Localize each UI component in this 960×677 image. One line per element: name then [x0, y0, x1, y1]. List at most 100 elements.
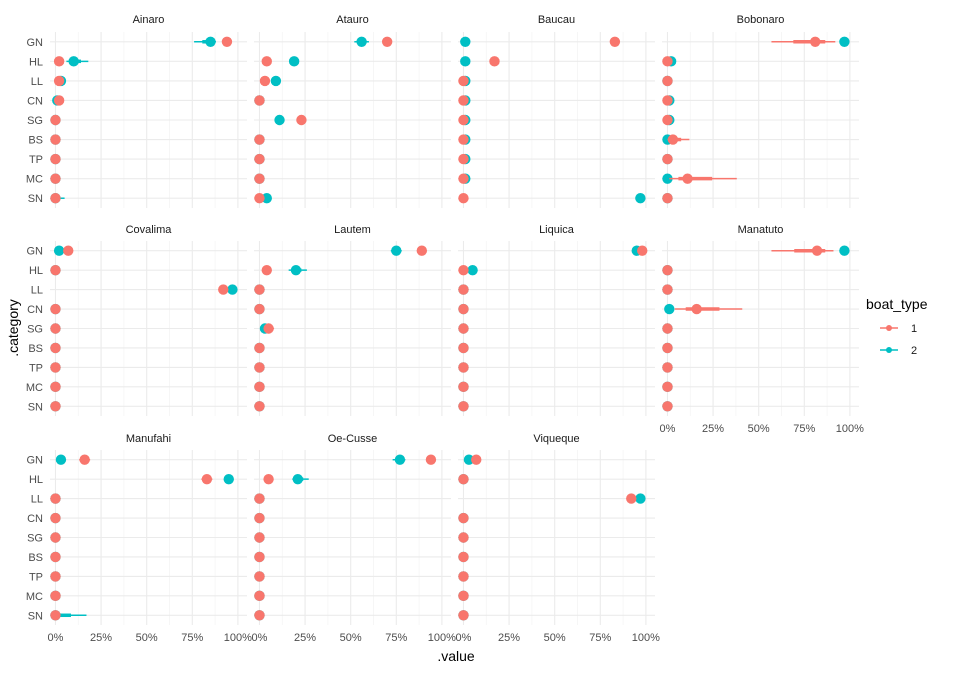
data-point	[381, 36, 393, 47]
y-tick-label: MC	[26, 382, 43, 394]
panel-title: Bobonaro	[737, 14, 785, 26]
data-point	[270, 75, 282, 87]
data-point	[458, 473, 469, 485]
data-point	[50, 153, 61, 165]
data-point	[810, 36, 821, 47]
panel-manatuto: Manatuto 0% 25% 50% 75% 100%	[660, 224, 865, 435]
data-point	[50, 512, 61, 524]
data-point	[292, 473, 303, 485]
panel-title: Lautem	[334, 224, 371, 236]
data-point	[50, 114, 61, 126]
legend-title: boat_type	[866, 296, 928, 312]
y-tick-label: SG	[27, 324, 43, 336]
data-point	[682, 173, 693, 184]
data-point	[254, 610, 265, 621]
series-1	[254, 454, 437, 621]
x-tick-label: 50%	[748, 423, 770, 435]
data-point	[458, 362, 469, 373]
series-1	[254, 36, 393, 204]
data-point	[288, 56, 300, 67]
data-point	[662, 75, 673, 87]
x-tick-label: 100%	[224, 632, 252, 644]
panel-covalima: Covalima GN HL LL CN SG BS TP MC SN	[26, 224, 247, 416]
data-point	[664, 303, 675, 315]
y-tick-label: BS	[28, 552, 43, 564]
data-point	[50, 610, 61, 621]
data-point	[223, 473, 234, 485]
data-point	[458, 381, 469, 393]
data-point	[662, 56, 673, 67]
series-1	[458, 36, 621, 204]
data-point	[637, 245, 648, 256]
data-point	[53, 56, 65, 67]
y-tick-label: SG	[27, 115, 43, 127]
y-tick-label: SN	[28, 193, 43, 205]
data-point	[50, 342, 61, 354]
series-1	[458, 454, 637, 621]
panel-title: Oe-Cusse	[328, 433, 378, 445]
data-point	[458, 401, 469, 412]
y-tick-label: GN	[27, 246, 44, 258]
data-point	[460, 36, 471, 47]
legend-entry-label: 1	[911, 323, 917, 335]
y-tick-label: LL	[31, 76, 43, 88]
y-tick-label: GN	[27, 37, 44, 49]
x-tick-label: 75%	[589, 632, 611, 644]
data-point	[458, 323, 469, 334]
data-point	[458, 303, 469, 315]
data-point	[221, 36, 233, 47]
data-point	[463, 454, 475, 465]
data-point	[458, 193, 469, 204]
data-point	[458, 512, 469, 524]
y-tick-label: HL	[29, 265, 43, 277]
y-tick-label: TP	[29, 362, 43, 374]
data-point	[458, 590, 469, 602]
data-point	[254, 381, 265, 393]
y-axis-title: .category	[5, 299, 21, 357]
data-point	[254, 401, 265, 412]
panel-title: Liquica	[539, 224, 575, 236]
y-tick-label: LL	[31, 494, 43, 506]
y-tick-label: CN	[27, 95, 43, 107]
data-point	[467, 264, 478, 276]
panel-bobonaro: Bobonaro	[662, 14, 859, 208]
y-tick-label: HL	[29, 474, 43, 486]
data-point	[662, 153, 673, 165]
series-1	[662, 36, 836, 204]
data-point	[458, 173, 469, 184]
data-point	[254, 134, 265, 145]
data-point	[205, 36, 216, 47]
x-tick-label: 100%	[632, 632, 660, 644]
data-point	[635, 493, 646, 504]
data-point	[50, 323, 61, 334]
x-tick-label: 100%	[428, 632, 456, 644]
y-tick-label: CN	[27, 513, 43, 525]
data-point	[458, 284, 469, 295]
data-point	[416, 245, 428, 256]
x-tick-label: 75%	[793, 423, 815, 435]
panel-title: Covalima	[126, 224, 173, 236]
data-point	[50, 173, 61, 184]
data-point	[394, 454, 406, 465]
x-tick-label: 75%	[181, 632, 203, 644]
data-point	[254, 342, 265, 354]
series-1	[254, 245, 428, 412]
data-point	[50, 401, 61, 412]
data-point	[662, 401, 673, 412]
series-1	[50, 36, 233, 204]
data-point	[662, 114, 673, 126]
x-tick-label: 100%	[836, 423, 864, 435]
series-1	[458, 245, 648, 412]
y-tick-label: HL	[29, 56, 43, 68]
x-tick-label: 50%	[340, 632, 362, 644]
x-tick-label: 0%	[252, 632, 268, 644]
y-tick-label: MC	[26, 591, 43, 603]
data-point	[296, 114, 307, 126]
panel-lautem: Lautem	[254, 224, 451, 416]
data-point	[471, 454, 482, 465]
y-tick-label: BS	[28, 343, 43, 355]
data-point	[662, 342, 673, 354]
panel-title: Atauro	[336, 14, 368, 26]
data-point	[662, 95, 673, 106]
